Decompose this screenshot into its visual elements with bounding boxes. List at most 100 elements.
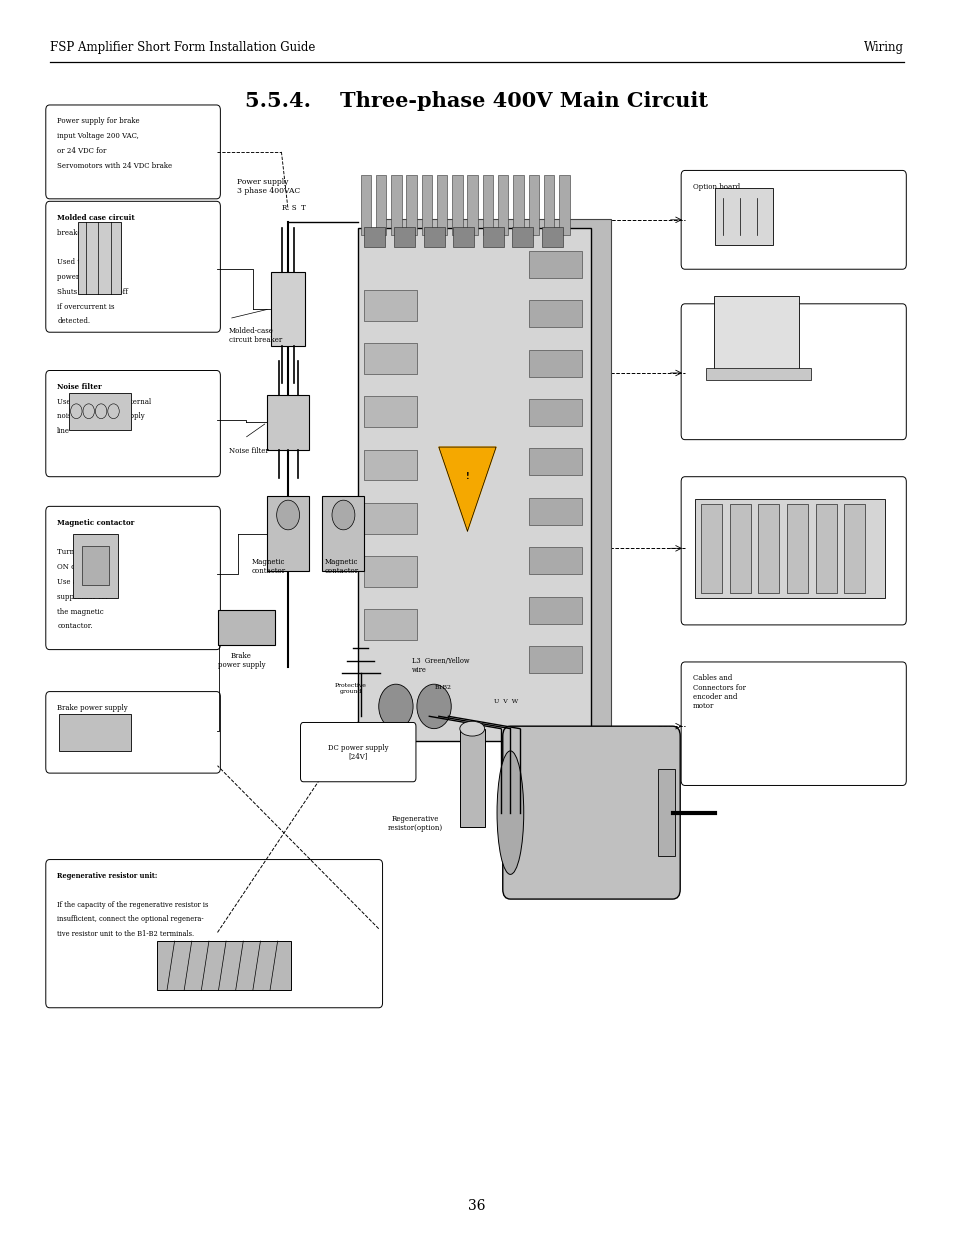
Text: R  S  T: R S T	[282, 205, 306, 212]
Text: Noise filter: Noise filter	[229, 447, 269, 454]
Text: Turns the servo: Turns the servo	[57, 548, 112, 556]
Bar	[78, 222, 121, 294]
Bar	[713, 296, 799, 370]
Bar	[360, 175, 371, 235]
Bar	[82, 546, 109, 585]
Bar	[364, 503, 416, 534]
FancyBboxPatch shape	[680, 477, 905, 625]
Text: if overcurrent is: if overcurrent is	[57, 303, 114, 310]
Text: tive resistor unit to the B1-B2 terminals.: tive resistor unit to the B1-B2 terminal…	[57, 930, 194, 937]
Bar	[267, 395, 309, 450]
Circle shape	[378, 684, 413, 729]
Text: Wiring: Wiring	[863, 41, 903, 54]
Text: Cables and
Connectors for
encoder and
motor: Cables and Connectors for encoder and mo…	[692, 674, 745, 710]
Text: Magnetic contactor: Magnetic contactor	[57, 519, 134, 526]
Bar	[529, 399, 581, 426]
Bar	[271, 272, 305, 346]
Bar	[364, 290, 416, 321]
Bar	[700, 504, 721, 593]
Text: FSP Amplifier Short Form Installation Guide: FSP Amplifier Short Form Installation Gu…	[50, 41, 314, 54]
Bar	[217, 610, 274, 645]
Bar	[436, 175, 447, 235]
Text: breaker  (MCCB): breaker (MCCB)	[57, 228, 117, 236]
Bar	[59, 714, 131, 751]
Bar	[364, 556, 416, 587]
Bar	[357, 228, 591, 741]
Bar	[558, 175, 569, 235]
Bar	[528, 175, 538, 235]
Bar	[452, 175, 462, 235]
Text: Option board: Option board	[692, 183, 739, 190]
Text: U  V  W: U V W	[493, 699, 517, 704]
Text: DC power supply
[24V]: DC power supply [24V]	[328, 743, 388, 761]
Bar	[543, 175, 554, 235]
Bar	[467, 175, 477, 235]
Text: B1B2: B1B2	[435, 685, 452, 690]
Bar	[815, 504, 836, 593]
Text: If the capacity of the regenerative resistor is: If the capacity of the regenerative resi…	[57, 900, 209, 909]
Circle shape	[332, 500, 355, 530]
Bar	[482, 227, 503, 247]
Bar	[694, 499, 884, 598]
Bar	[453, 227, 474, 247]
FancyBboxPatch shape	[46, 201, 220, 332]
FancyBboxPatch shape	[502, 726, 679, 899]
Bar	[364, 609, 416, 640]
Bar	[705, 368, 810, 380]
Text: 36: 36	[468, 1199, 485, 1213]
FancyBboxPatch shape	[680, 662, 905, 785]
Text: line: line	[57, 427, 71, 435]
Bar	[421, 175, 432, 235]
Text: insufficient, connect the optional regenera-: insufficient, connect the optional regen…	[57, 915, 204, 924]
Text: the magnetic: the magnetic	[57, 608, 104, 615]
Bar	[529, 300, 581, 327]
Bar	[69, 393, 131, 430]
Text: input Voltage 200 VAC,: input Voltage 200 VAC,	[57, 132, 139, 140]
Bar	[843, 504, 864, 593]
Text: Noise filter: Noise filter	[57, 383, 102, 390]
Text: Power supply
3 phase 400VAC: Power supply 3 phase 400VAC	[236, 178, 299, 195]
FancyBboxPatch shape	[46, 370, 220, 477]
Bar	[267, 496, 309, 571]
Text: Used to eliminate external: Used to eliminate external	[57, 398, 152, 405]
Bar	[529, 547, 581, 574]
Bar	[786, 504, 807, 593]
Polygon shape	[438, 447, 496, 531]
Bar	[157, 941, 291, 990]
Text: power supply line.: power supply line.	[57, 273, 122, 280]
FancyBboxPatch shape	[300, 722, 416, 782]
Text: Used to protect: Used to protect	[57, 258, 112, 266]
Circle shape	[416, 684, 451, 729]
Bar	[364, 450, 416, 480]
Text: contactor.: contactor.	[57, 622, 92, 630]
Bar	[512, 227, 533, 247]
Bar	[658, 769, 675, 856]
Bar	[541, 227, 562, 247]
Text: Molded-case
circuit breaker: Molded-case circuit breaker	[229, 327, 282, 345]
Bar	[529, 350, 581, 377]
Bar	[72, 534, 118, 598]
Bar	[529, 646, 581, 673]
FancyBboxPatch shape	[680, 304, 905, 440]
Bar	[406, 175, 416, 235]
Bar	[729, 504, 750, 593]
Bar	[364, 396, 416, 427]
Bar	[364, 227, 385, 247]
FancyBboxPatch shape	[680, 170, 905, 269]
FancyBboxPatch shape	[46, 692, 220, 773]
Bar	[529, 498, 581, 525]
Bar	[376, 219, 610, 731]
FancyBboxPatch shape	[46, 105, 220, 199]
Bar	[423, 227, 444, 247]
Text: Regenerative resistor unit:: Regenerative resistor unit:	[57, 872, 157, 879]
Text: ON or OFF: ON or OFF	[57, 563, 96, 571]
Bar	[513, 175, 523, 235]
Text: suppressor for: suppressor for	[57, 593, 109, 600]
Bar	[758, 504, 779, 593]
Text: Power supply for brake: Power supply for brake	[57, 117, 140, 125]
Circle shape	[276, 500, 299, 530]
Bar	[375, 175, 386, 235]
Text: noise from power supply: noise from power supply	[57, 412, 145, 420]
FancyBboxPatch shape	[46, 860, 382, 1008]
Text: detected.: detected.	[57, 317, 91, 325]
